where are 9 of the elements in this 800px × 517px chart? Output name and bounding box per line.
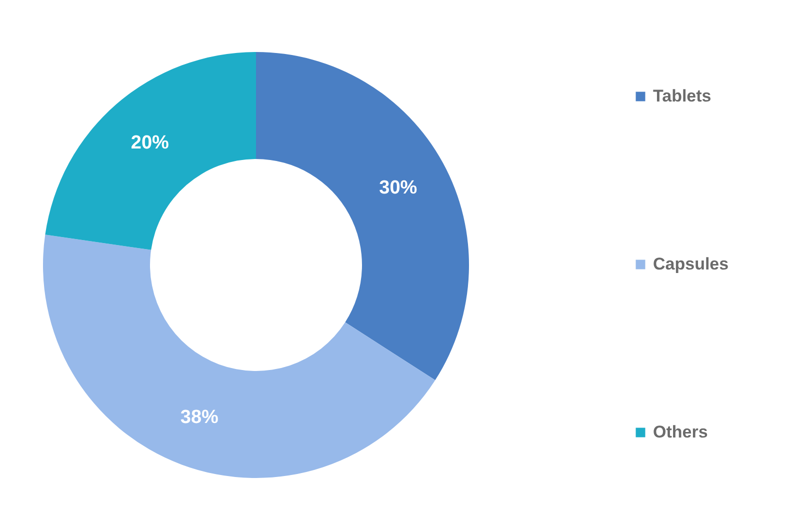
legend-label: Capsules <box>653 254 729 274</box>
data-label: 20% <box>130 132 170 154</box>
data-label: 38% <box>180 406 219 428</box>
donut-slice <box>256 52 469 380</box>
data-label: 30% <box>379 177 418 198</box>
legend-label: Others <box>653 422 708 442</box>
legend-label: Tablets <box>653 86 712 106</box>
donut-slice <box>45 52 256 250</box>
donut-slice <box>43 234 436 478</box>
